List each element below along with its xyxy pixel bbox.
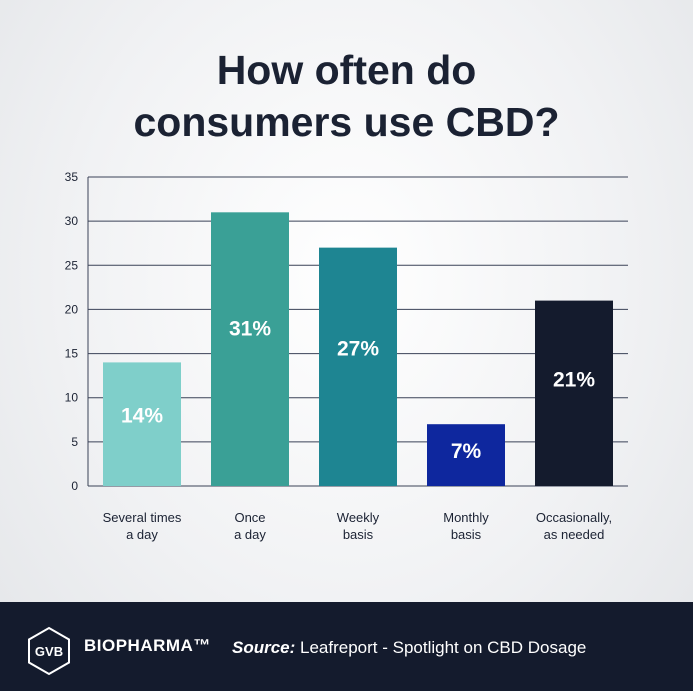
chart-title-line-2: consumers use CBD? — [133, 99, 560, 145]
x-tick-label: Monthly — [443, 510, 489, 525]
data-label: 7% — [451, 440, 482, 463]
data-label: 14% — [121, 404, 163, 427]
data-label: 27% — [337, 338, 379, 361]
y-tick-label: 20 — [65, 302, 79, 316]
logo-text: GVB — [35, 644, 63, 659]
source-line: Source: Leafreport - Spotlight on CBD Do… — [232, 638, 586, 658]
source-text: Leafreport - Spotlight on CBD Dosage — [295, 638, 587, 657]
gvb-logo: GVB — [28, 626, 70, 676]
footer: GVB BIOPHARMA™ Source: Leafreport - Spot… — [0, 602, 693, 691]
x-tick-label: a day — [126, 527, 158, 542]
bar — [319, 247, 397, 486]
y-tick-label: 35 — [65, 170, 79, 184]
x-tick-label: basis — [451, 527, 482, 542]
x-tick-label: Weekly — [337, 510, 380, 525]
bar — [103, 362, 181, 486]
chart-title-line-1: How often do — [216, 47, 477, 93]
x-tick-label: Occasionally, — [536, 510, 612, 525]
data-label: 21% — [553, 368, 595, 391]
bar-chart: 0 5 10 15 20 25 30 35 14% Several times a day 31% On… — [65, 170, 628, 542]
x-tick-label: a day — [234, 527, 266, 542]
y-tick-label: 5 — [71, 435, 78, 449]
data-label: 31% — [229, 317, 271, 340]
y-tick-label: 10 — [65, 391, 79, 405]
bar — [535, 300, 613, 486]
source-label: Source: — [232, 638, 296, 657]
x-tick-label: Several times — [103, 510, 182, 525]
bar — [211, 212, 289, 487]
y-tick-label: 0 — [71, 479, 78, 493]
x-tick-label: Once — [234, 510, 265, 525]
y-tick-label: 30 — [65, 214, 79, 228]
brand-name: BIOPHARMA™ — [84, 636, 211, 655]
chart-title: How often do consumers use CBD? — [0, 44, 693, 148]
y-tick-label: 15 — [65, 347, 79, 361]
bar — [427, 424, 505, 486]
x-tick-label: basis — [343, 527, 374, 542]
y-tick-label: 25 — [65, 258, 79, 272]
x-tick-label: as needed — [544, 527, 605, 542]
